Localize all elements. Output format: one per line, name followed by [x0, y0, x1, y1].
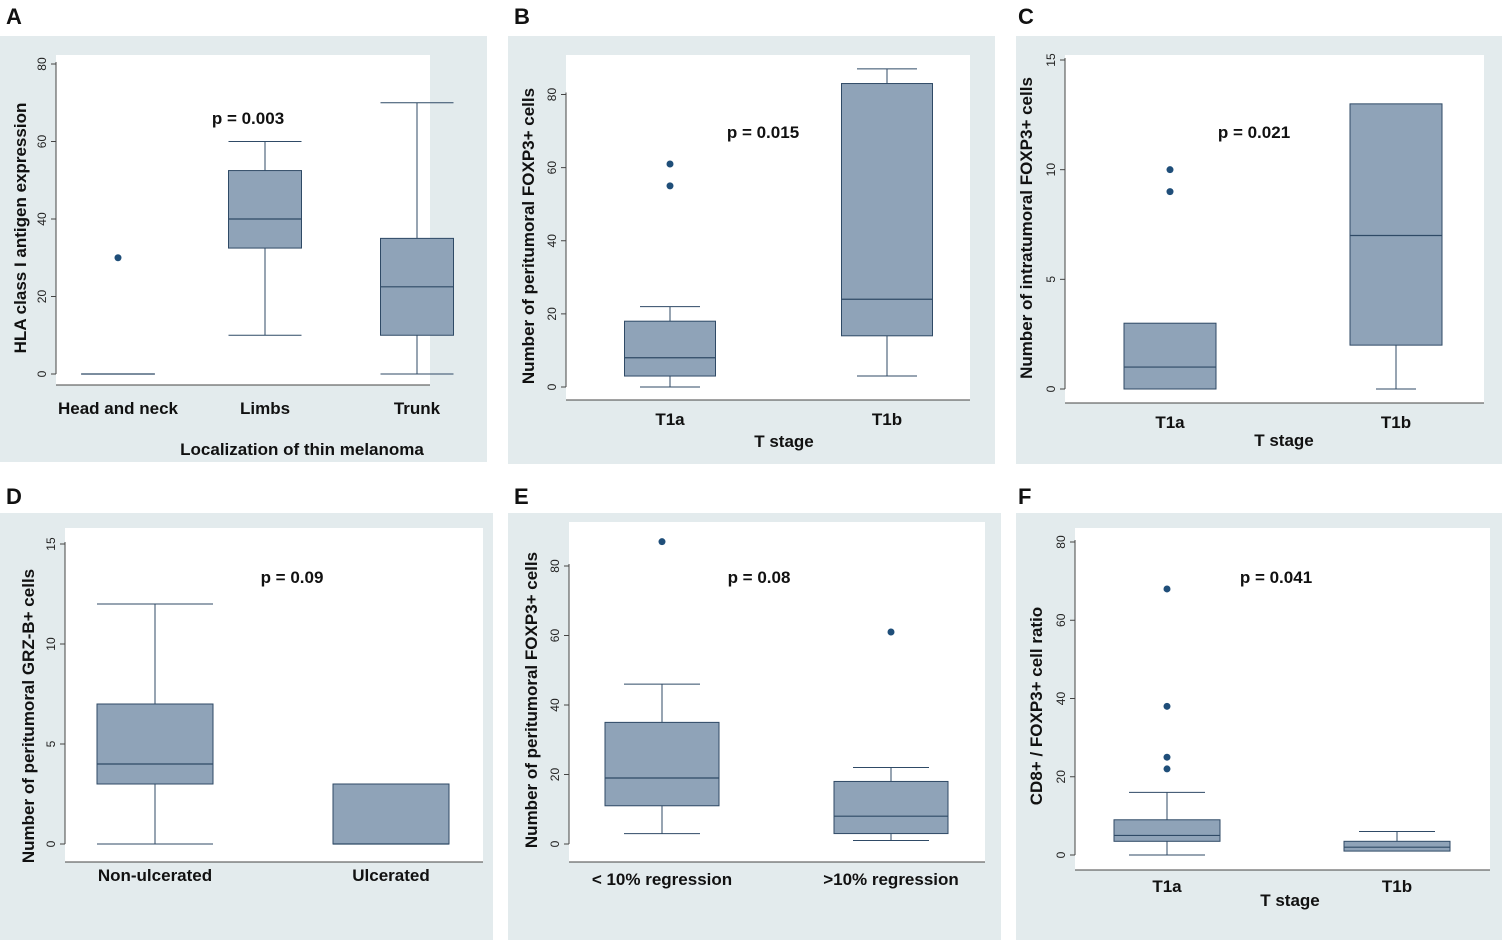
- box-iqr: [841, 83, 933, 337]
- y-tick-label: 80: [545, 88, 559, 102]
- box-plot-panel-d: 0 5 10 15 Number of peritumoral GRZ-B+ cells…: [0, 484, 493, 940]
- x-axis-title: T stage: [1260, 891, 1320, 910]
- p-value-annotation: p = 0.08: [728, 568, 791, 587]
- box-iqr: [833, 780, 949, 835]
- y-axis-title: Number of peritumoral FOXP3+ cells: [522, 552, 541, 848]
- panel-letter: E: [514, 484, 529, 509]
- y-tick-label: 20: [1054, 770, 1068, 784]
- box-iqr: [1113, 819, 1221, 842]
- outlier-point: [658, 538, 666, 546]
- y-tick-label: 60: [35, 135, 49, 149]
- x-category-label: T1b: [872, 410, 902, 429]
- y-tick-label: 60: [548, 629, 562, 643]
- p-value-annotation: p = 0.003: [212, 109, 284, 128]
- y-tick-label: 15: [1044, 53, 1058, 67]
- y-tick-label: 10: [1044, 163, 1058, 177]
- p-value-annotation: p = 0.041: [1240, 568, 1312, 587]
- outlier-point: [666, 182, 674, 190]
- y-axis-title: Number of peritumoral GRZ-B+ cells: [19, 569, 38, 863]
- y-tick-label: 60: [545, 161, 559, 175]
- y-tick-label: 60: [1054, 613, 1068, 627]
- y-tick-label: 40: [35, 212, 49, 226]
- box-plot-panel-b: 0 20 40 60 80 Number of peritumoral FOXP3+ ce…: [508, 4, 995, 464]
- box-iqr: [228, 170, 302, 249]
- y-axis-title: HLA class I antigen expression: [11, 103, 30, 354]
- x-category-label: T1a: [1155, 413, 1185, 432]
- p-value-annotation: p = 0.09: [261, 568, 324, 587]
- y-tick-label: 0: [1044, 385, 1058, 392]
- outlier-point: [114, 254, 122, 262]
- y-tick-label: 20: [548, 768, 562, 782]
- y-tick-label: 40: [545, 234, 559, 248]
- x-axis-title: Localization of thin melanoma: [180, 440, 424, 459]
- y-tick-label: 20: [35, 290, 49, 304]
- box-iqr: [624, 320, 716, 377]
- y-axis-title: CD8+ / FOXP3+ cell ratio: [1027, 607, 1046, 805]
- x-category-label: T1a: [655, 410, 685, 429]
- outlier-point: [1163, 765, 1171, 773]
- y-tick-label: 40: [548, 698, 562, 712]
- x-category-label: Ulcerated: [352, 866, 429, 885]
- x-category-label: Trunk: [394, 399, 441, 418]
- y-tick-label: 0: [44, 840, 58, 847]
- y-tick-label: 40: [1054, 692, 1068, 706]
- p-value-annotation: p = 0.015: [727, 123, 799, 142]
- outlier-point: [666, 160, 674, 168]
- y-tick-label: 80: [1054, 535, 1068, 549]
- panel-letter: B: [514, 4, 530, 29]
- outlier-point: [1163, 585, 1171, 593]
- box-iqr: [1349, 103, 1443, 346]
- x-category-label: T1a: [1152, 877, 1182, 896]
- x-category-label: T1b: [1382, 877, 1412, 896]
- y-tick-label: 0: [1054, 851, 1068, 858]
- y-tick-label: 5: [44, 740, 58, 747]
- x-category-label: T1b: [1381, 413, 1411, 432]
- x-category-label: Head and neck: [58, 399, 179, 418]
- box-iqr: [332, 783, 450, 845]
- y-tick-label: 0: [35, 370, 49, 377]
- box-plot-panel-c: 0 5 10 15 Number of intratumoral FOXP3+ cell…: [1016, 4, 1502, 464]
- x-category-label: < 10% regression: [592, 870, 732, 889]
- y-axis-title: Number of peritumoral FOXP3+ cells: [519, 88, 538, 384]
- y-tick-label: 0: [548, 840, 562, 847]
- y-tick-label: 20: [545, 307, 559, 321]
- box-iqr: [604, 721, 720, 807]
- x-axis-title: T stage: [1254, 431, 1314, 450]
- panel-letter: A: [6, 4, 22, 29]
- plot-area: [1075, 528, 1490, 870]
- y-tick-label: 0: [545, 383, 559, 390]
- y-tick-label: 15: [44, 537, 58, 551]
- x-category-label: >10% regression: [823, 870, 959, 889]
- y-tick-label: 80: [548, 559, 562, 573]
- y-tick-label: 10: [44, 637, 58, 651]
- panel-letter: C: [1018, 4, 1034, 29]
- box-iqr: [1123, 322, 1217, 390]
- y-tick-label: 80: [35, 57, 49, 71]
- outlier-point: [1163, 702, 1171, 710]
- outlier-point: [1166, 166, 1174, 174]
- outlier-point: [1163, 753, 1171, 761]
- panel-letter: F: [1018, 484, 1031, 509]
- outlier-point: [1166, 188, 1174, 196]
- box-iqr: [1343, 840, 1451, 852]
- box-iqr: [96, 703, 214, 785]
- y-tick-label: 5: [1044, 276, 1058, 283]
- p-value-annotation: p = 0.021: [1218, 123, 1290, 142]
- panel-letter: D: [6, 484, 22, 509]
- x-category-label: Non-ulcerated: [98, 866, 212, 885]
- y-axis-title: Number of intratumoral FOXP3+ cells: [1017, 77, 1036, 379]
- x-category-label: Limbs: [240, 399, 290, 418]
- box-plot-panel-e: 0 20 40 60 80 Number of peritumoral FOXP3+ ce…: [508, 484, 1001, 940]
- box-plot-panel-a: 0 20 40 60 80 HLA class I antigen expression H…: [0, 4, 487, 462]
- box-plot-panel-f: 0 20 40 60 80 CD8+ / FOXP3+ cell ratio T1a T1b T…: [1016, 484, 1502, 940]
- outlier-point: [887, 628, 895, 636]
- x-axis-title: T stage: [754, 432, 814, 451]
